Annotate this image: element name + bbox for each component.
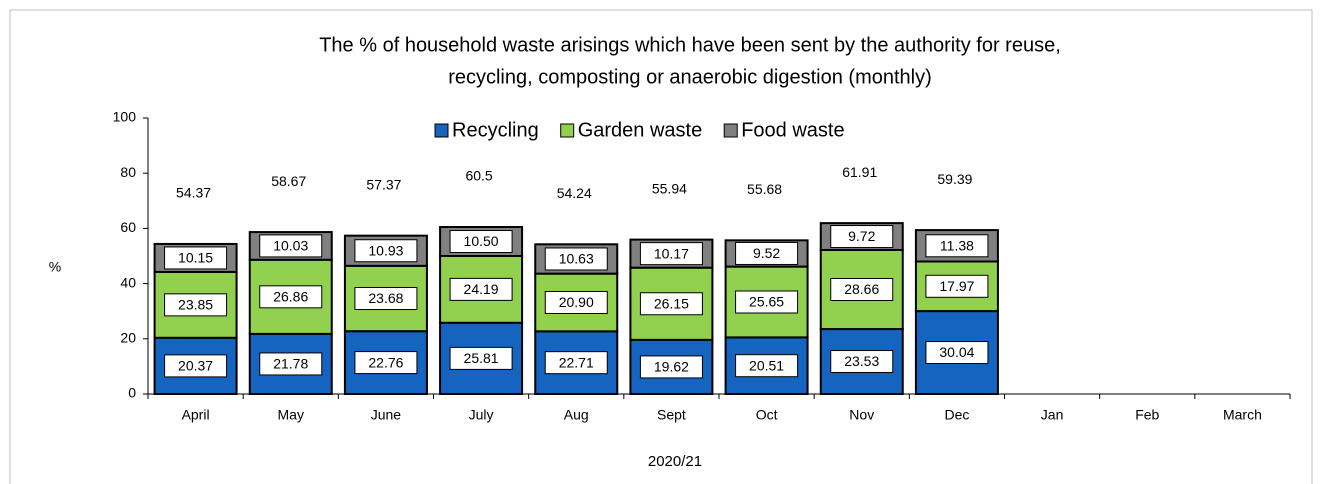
data-label-box — [735, 354, 799, 378]
legend-swatch — [434, 123, 449, 138]
data-label: 28.66 — [844, 281, 879, 297]
data-label-box — [259, 352, 323, 376]
data-label: 10.15 — [178, 250, 213, 266]
y-tick-label: 40 — [120, 274, 136, 290]
total-label: 58.67 — [271, 173, 306, 189]
legend-label: Recycling — [452, 119, 539, 141]
data-label: 17.97 — [939, 278, 974, 294]
x-tick-label: Nov — [849, 407, 874, 423]
total-label: 55.94 — [652, 180, 687, 196]
legend-swatch — [560, 123, 575, 138]
x-tick-label: May — [278, 407, 304, 423]
data-label-box — [259, 285, 323, 309]
data-label-box — [354, 287, 418, 311]
data-label: 22.76 — [368, 354, 403, 370]
data-label-box — [164, 246, 228, 270]
data-label-box — [830, 350, 894, 374]
x-tick-label: April — [182, 407, 210, 423]
data-label-box — [354, 351, 418, 375]
data-label: 23.53 — [844, 353, 879, 369]
total-label: 60.5 — [465, 168, 492, 184]
data-label: 30.04 — [939, 344, 974, 360]
data-label-box — [449, 277, 513, 301]
data-label-box — [925, 274, 989, 298]
data-label-box — [735, 290, 799, 314]
data-label: 21.78 — [273, 356, 308, 372]
x-tick-label: Sept — [657, 407, 686, 423]
legend-label: Garden waste — [578, 119, 703, 141]
data-label-box — [830, 278, 894, 302]
data-label-box — [925, 341, 989, 365]
x-tick-label: March — [1223, 407, 1262, 423]
x-tick-label: Oct — [756, 407, 778, 423]
y-axis-label: % — [49, 259, 61, 275]
y-tick-label: 60 — [120, 219, 136, 235]
data-label-box — [544, 247, 608, 271]
x-tick-label: Dec — [944, 407, 969, 423]
data-label-box — [925, 234, 989, 258]
data-label-box — [830, 225, 894, 249]
data-label: 23.68 — [368, 290, 403, 306]
y-tick-label: 80 — [120, 164, 136, 180]
data-label-box — [449, 230, 513, 254]
y-tick-label: 0 — [128, 385, 136, 401]
data-label: 24.19 — [464, 281, 499, 297]
data-label: 26.15 — [654, 295, 689, 311]
x-axis-label: 2020/21 — [648, 453, 702, 470]
data-label-box — [639, 292, 703, 316]
data-label: 20.51 — [749, 357, 784, 373]
data-label: 10.63 — [559, 251, 594, 267]
data-label: 20.90 — [559, 294, 594, 310]
data-label: 25.65 — [749, 294, 784, 310]
total-label: 54.24 — [557, 185, 592, 201]
total-label: 54.37 — [176, 185, 211, 201]
data-label: 26.86 — [273, 289, 308, 305]
data-label-box — [735, 241, 799, 265]
data-label: 11.38 — [940, 237, 974, 253]
data-label-box — [449, 346, 513, 370]
data-label: 19.62 — [654, 359, 689, 375]
legend-swatch — [723, 123, 738, 138]
x-tick-label: July — [469, 407, 494, 423]
chart-title: The % of household waste arisings which … — [319, 34, 1061, 56]
data-label-box — [164, 354, 228, 378]
total-label: 57.37 — [366, 176, 401, 192]
data-label-box — [354, 239, 418, 263]
data-label: 25.81 — [464, 350, 499, 366]
y-tick-label: 100 — [113, 109, 137, 125]
data-label: 10.93 — [368, 242, 403, 258]
data-label-box — [544, 351, 608, 375]
chart-title: recycling, composting or anaerobic diges… — [448, 66, 932, 88]
data-label-box — [544, 290, 608, 314]
data-label: 9.72 — [848, 228, 875, 244]
y-tick-label: 20 — [120, 330, 136, 346]
x-tick-label: Jan — [1041, 407, 1064, 423]
data-label-box — [639, 355, 703, 379]
data-label: 10.17 — [654, 245, 689, 261]
x-tick-label: Aug — [564, 407, 589, 423]
data-label: 10.50 — [464, 233, 499, 249]
total-label: 55.68 — [747, 181, 782, 197]
data-label: 9.52 — [753, 245, 780, 261]
data-label-box — [164, 293, 228, 317]
x-tick-label: June — [371, 407, 402, 423]
data-label: 20.37 — [178, 358, 213, 374]
total-label: 61.91 — [842, 164, 877, 180]
total-label: 59.39 — [937, 171, 972, 187]
x-tick-label: Feb — [1135, 407, 1159, 423]
data-label: 10.03 — [273, 238, 308, 254]
legend-label: Food waste — [741, 119, 844, 141]
data-label: 23.85 — [178, 297, 213, 313]
data-label: 22.71 — [559, 354, 594, 370]
data-label-box — [639, 242, 703, 266]
data-label-box — [259, 234, 323, 258]
